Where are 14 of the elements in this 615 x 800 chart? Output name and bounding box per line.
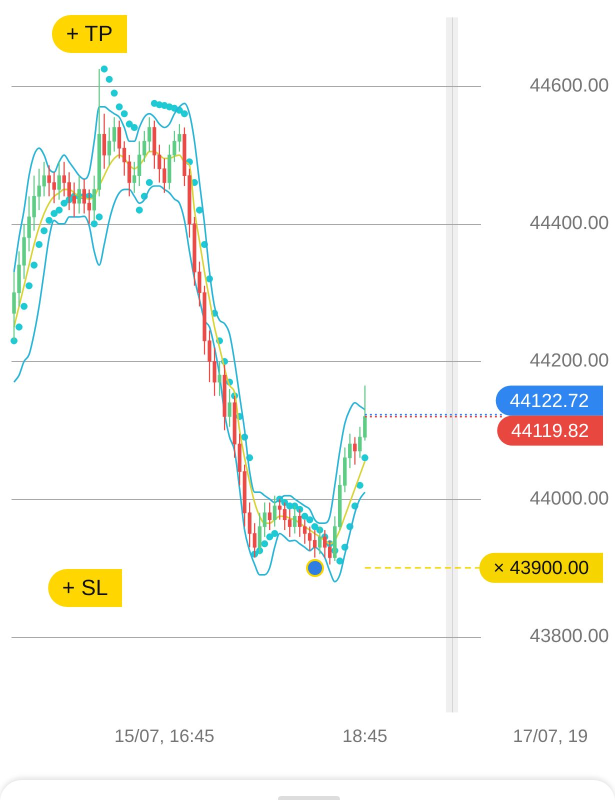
line-series xyxy=(13,102,366,524)
x-tick-label: 18:45 xyxy=(342,726,388,746)
ref-line-label: × 43900.00 xyxy=(493,558,589,580)
x-tick-label: 17/07, 19 xyxy=(512,726,588,746)
y-tick-label: 44000.00 xyxy=(530,488,609,510)
y-tick-label: 44200.00 xyxy=(530,350,609,372)
y-tick-label: 44400.00 xyxy=(530,213,609,234)
x-tick-label: 15/07, 16:45 xyxy=(114,726,214,746)
ref-line-label: 44119.82 xyxy=(511,420,590,442)
annotation: + SL xyxy=(62,575,108,600)
y-tick-label: 43800.00 xyxy=(530,626,609,647)
y-tick-label: 44600.00 xyxy=(530,75,609,96)
annotation: + TP xyxy=(66,21,113,46)
ref-line-label: 44122.72 xyxy=(510,390,589,412)
